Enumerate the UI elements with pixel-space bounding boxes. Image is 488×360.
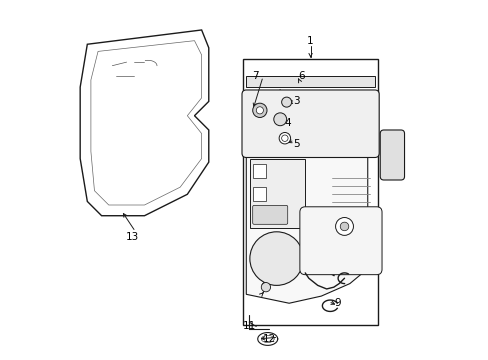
Circle shape <box>281 97 291 107</box>
Circle shape <box>252 103 266 117</box>
FancyBboxPatch shape <box>252 205 287 224</box>
Polygon shape <box>246 100 374 303</box>
Text: 3: 3 <box>292 96 299 107</box>
Bar <box>249 158 305 228</box>
Text: 13: 13 <box>125 232 138 242</box>
Bar <box>242 59 378 325</box>
Text: 8: 8 <box>323 253 329 264</box>
Circle shape <box>256 107 263 114</box>
Text: 10: 10 <box>380 150 393 160</box>
Circle shape <box>273 113 286 126</box>
FancyBboxPatch shape <box>242 90 378 157</box>
Polygon shape <box>80 30 208 216</box>
Text: 4: 4 <box>284 118 290 128</box>
Circle shape <box>279 132 290 144</box>
Bar <box>252 164 266 178</box>
Bar <box>252 187 266 202</box>
Text: 9: 9 <box>333 298 340 308</box>
Text: 2: 2 <box>260 277 266 287</box>
Text: 6: 6 <box>298 71 305 81</box>
Bar <box>246 76 374 87</box>
Circle shape <box>335 217 353 235</box>
Circle shape <box>261 283 270 292</box>
Text: 7: 7 <box>251 71 258 81</box>
Text: 1: 1 <box>306 36 313 46</box>
Text: 12: 12 <box>263 334 276 344</box>
FancyBboxPatch shape <box>299 207 381 275</box>
Text: 5: 5 <box>292 139 299 149</box>
FancyBboxPatch shape <box>380 130 404 180</box>
Circle shape <box>249 232 303 285</box>
Text: 11: 11 <box>243 321 256 332</box>
Circle shape <box>281 135 287 141</box>
Circle shape <box>340 222 348 231</box>
